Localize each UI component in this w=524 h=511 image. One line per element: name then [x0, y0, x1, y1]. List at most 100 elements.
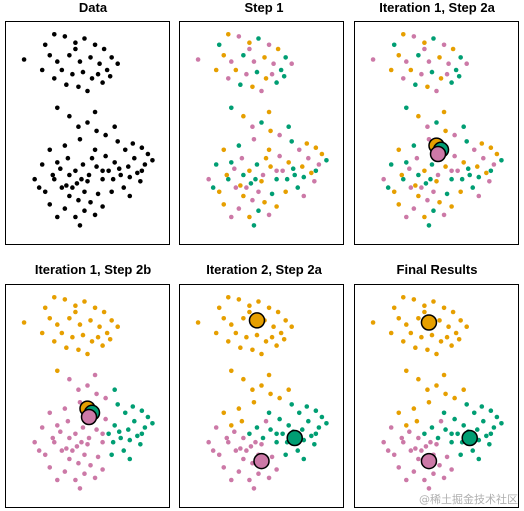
data-point — [55, 214, 60, 220]
data-point — [55, 423, 60, 428]
data-point — [80, 425, 86, 430]
data-point — [437, 463, 442, 468]
data-point — [464, 139, 469, 144]
data-point — [62, 297, 68, 302]
data-point — [434, 179, 439, 184]
data-point — [254, 425, 260, 430]
data-point — [274, 176, 279, 182]
data-point — [221, 202, 227, 207]
data-point — [396, 53, 402, 58]
data-point — [82, 208, 87, 213]
data-point — [104, 330, 110, 336]
data-point — [73, 477, 78, 483]
data-point — [471, 147, 477, 153]
data-point — [132, 418, 137, 424]
data-point — [254, 69, 260, 75]
data-point — [106, 431, 111, 437]
data-point — [76, 84, 81, 90]
data-point — [112, 387, 117, 392]
data-point — [266, 42, 272, 48]
data-point — [73, 46, 78, 52]
data-point — [269, 454, 275, 460]
data-point — [115, 402, 120, 407]
data-point — [259, 442, 264, 447]
data-point — [73, 431, 78, 437]
data-point — [47, 53, 53, 58]
data-point — [452, 153, 457, 159]
data-point — [233, 448, 239, 453]
data-point — [268, 391, 273, 397]
data-point — [89, 155, 95, 161]
data-point — [85, 88, 90, 94]
data-point — [411, 297, 417, 302]
data-point — [82, 471, 87, 476]
data-point — [449, 467, 454, 472]
data-point — [73, 303, 78, 308]
data-point — [411, 406, 417, 411]
data-point — [250, 387, 255, 392]
data-point — [256, 208, 261, 213]
data-point — [248, 444, 254, 449]
data-point — [65, 418, 71, 424]
data-point — [444, 454, 450, 460]
data-point — [313, 168, 319, 174]
data-point — [229, 423, 234, 428]
data-point — [449, 176, 454, 182]
data-point — [385, 448, 391, 453]
centroid-marker — [248, 312, 266, 329]
data-point — [450, 46, 456, 52]
data-point — [116, 429, 122, 434]
data-point — [278, 67, 284, 73]
scatter-svg — [370, 32, 504, 228]
data-point — [416, 193, 421, 199]
data-point — [419, 448, 424, 453]
data-point — [229, 322, 234, 327]
data-point — [277, 132, 282, 138]
data-point — [76, 387, 81, 392]
data-point — [416, 435, 421, 441]
data-point — [73, 214, 78, 220]
data-point — [77, 486, 83, 491]
data-point — [39, 330, 45, 336]
data-point — [256, 36, 261, 41]
scatter-panel-iter1-step2b — [5, 284, 170, 508]
data-point — [488, 431, 494, 437]
data-point — [107, 337, 113, 342]
data-point — [82, 36, 87, 41]
data-point — [280, 431, 285, 437]
data-point — [206, 439, 211, 445]
data-point — [59, 448, 65, 453]
data-point — [221, 316, 227, 321]
data-point — [225, 439, 231, 445]
scatter-panel-data — [5, 21, 170, 245]
data-point — [224, 435, 230, 441]
data-point — [97, 324, 102, 329]
data-point — [64, 183, 69, 188]
data-point — [39, 425, 45, 430]
data-point — [481, 418, 486, 424]
data-point — [221, 147, 227, 153]
data-point — [47, 147, 53, 153]
data-point — [479, 141, 485, 146]
data-point — [70, 334, 75, 340]
data-point — [281, 337, 287, 342]
data-point — [62, 469, 68, 474]
data-point — [100, 431, 105, 437]
data-point — [74, 181, 80, 186]
data-point — [431, 208, 436, 213]
data-point — [416, 53, 421, 58]
data-point — [241, 113, 246, 119]
data-point — [103, 395, 108, 401]
data-point — [429, 69, 435, 75]
data-point — [142, 162, 148, 167]
data-point — [236, 143, 242, 148]
data-point — [309, 433, 314, 439]
data-point — [459, 176, 465, 182]
data-point — [260, 172, 266, 178]
data-point — [441, 109, 447, 115]
data-point — [145, 151, 151, 157]
data-point — [283, 318, 288, 323]
data-point — [391, 305, 397, 311]
data-point — [51, 339, 57, 344]
data-point — [150, 158, 155, 163]
